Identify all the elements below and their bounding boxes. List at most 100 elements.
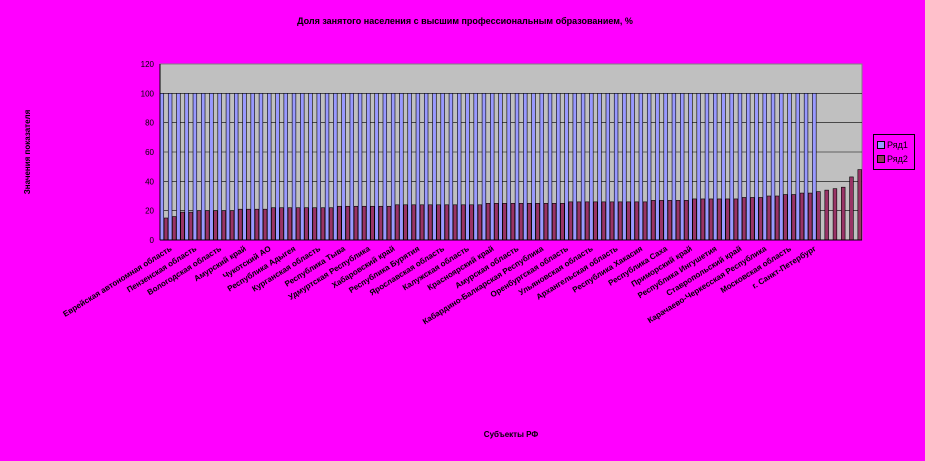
bar-series-2 bbox=[766, 195, 772, 241]
bar-series-1 bbox=[234, 93, 239, 241]
bar-series-2 bbox=[320, 207, 326, 241]
y-tick-label: 120 bbox=[141, 60, 155, 69]
bar-series-1 bbox=[473, 93, 478, 241]
bar-series-1 bbox=[671, 93, 677, 241]
bar-series-1 bbox=[432, 93, 437, 241]
bar-series-2 bbox=[832, 188, 838, 241]
bar-series-1 bbox=[399, 93, 404, 241]
bar-series-1 bbox=[680, 93, 685, 241]
bar-series-2 bbox=[180, 211, 185, 241]
bar-series-2 bbox=[428, 204, 433, 241]
bar-series-2 bbox=[172, 216, 177, 241]
bar-series-2 bbox=[188, 211, 193, 241]
bar-series-2 bbox=[213, 210, 218, 241]
bar-series-1 bbox=[770, 93, 776, 241]
bar-series-1 bbox=[316, 93, 321, 241]
y-tick-label: 20 bbox=[145, 207, 154, 216]
bar-series-2 bbox=[518, 203, 524, 241]
y-axis-label: Значения показателя bbox=[23, 109, 32, 194]
bar-series-2 bbox=[287, 207, 293, 241]
bar-series-1 bbox=[192, 93, 198, 241]
bar-series-2 bbox=[312, 207, 317, 241]
bar-series-2 bbox=[717, 198, 722, 241]
bar-series-1 bbox=[506, 93, 511, 241]
bar-series-1 bbox=[184, 93, 189, 241]
bar-series-1 bbox=[415, 93, 421, 241]
bar-series-2 bbox=[395, 204, 400, 241]
bar-series-2 bbox=[626, 201, 631, 241]
bar-series-2 bbox=[461, 204, 466, 241]
y-tick-label: 80 bbox=[145, 119, 154, 128]
bar-series-1 bbox=[613, 93, 619, 241]
bar-series-1 bbox=[481, 93, 487, 241]
bar-series-1 bbox=[547, 93, 553, 241]
bar-series-2 bbox=[370, 205, 375, 241]
bar-series-1 bbox=[597, 93, 602, 241]
bar-series-2 bbox=[783, 194, 788, 241]
bar-series-2 bbox=[601, 201, 606, 241]
bar-series-2 bbox=[345, 205, 350, 241]
bar-series-2 bbox=[774, 195, 780, 241]
legend-item-series-1: Ряд1 bbox=[877, 138, 911, 152]
bar-series-2 bbox=[700, 198, 705, 241]
bar-series-1 bbox=[754, 93, 759, 241]
bar-series-1 bbox=[737, 93, 743, 241]
legend-item-series-2: Ряд2 bbox=[877, 152, 911, 166]
bar-series-2 bbox=[733, 198, 739, 241]
bar-series-2 bbox=[444, 204, 449, 241]
bar-series-1 bbox=[746, 93, 751, 241]
bar-series-2 bbox=[246, 208, 251, 241]
bar-series-1 bbox=[655, 93, 660, 241]
bar-series-1 bbox=[267, 93, 272, 241]
bar-series-2 bbox=[254, 208, 260, 241]
legend-label-series-2: Ряд2 bbox=[887, 154, 908, 164]
bar-series-2 bbox=[229, 210, 235, 241]
bar-series-2 bbox=[452, 204, 458, 241]
y-tick-label: 60 bbox=[145, 148, 154, 157]
bar-series-1 bbox=[646, 93, 652, 241]
bar-series-2 bbox=[502, 203, 507, 241]
bar-series-2 bbox=[568, 201, 573, 241]
bar-series-1 bbox=[374, 93, 379, 241]
bar-series-2 bbox=[824, 189, 829, 241]
bar-series-2 bbox=[485, 203, 491, 241]
bar-series-2 bbox=[535, 203, 540, 241]
bar-series-2 bbox=[337, 205, 342, 241]
bar-series-2 bbox=[477, 204, 482, 241]
bar-series-2 bbox=[659, 200, 664, 241]
bar-series-1 bbox=[250, 93, 255, 241]
bar-series-1 bbox=[275, 93, 280, 241]
bar-series-2 bbox=[238, 208, 243, 241]
bar-series-1 bbox=[531, 93, 536, 241]
bar-series-1 bbox=[638, 93, 644, 241]
bar-series-1 bbox=[349, 93, 354, 241]
bar-series-2 bbox=[857, 169, 862, 241]
bar-series-1 bbox=[630, 93, 635, 241]
bar-series-2 bbox=[295, 207, 301, 241]
bar-series-1 bbox=[605, 93, 611, 241]
bar-series-2 bbox=[593, 201, 598, 241]
bar-series-2 bbox=[725, 198, 730, 241]
bar-series-2 bbox=[510, 203, 516, 241]
bar-series-2 bbox=[279, 207, 284, 241]
bar-series-1 bbox=[366, 93, 371, 241]
bar-series-1 bbox=[539, 93, 544, 241]
bar-series-1 bbox=[440, 93, 445, 241]
bar-series-1 bbox=[382, 93, 388, 241]
bar-series-2 bbox=[271, 207, 276, 241]
bar-series-1 bbox=[490, 93, 495, 241]
bar-series-1 bbox=[721, 93, 726, 241]
bar-series-2 bbox=[329, 207, 334, 241]
bar-series-1 bbox=[704, 93, 710, 241]
bar-series-1 bbox=[357, 93, 363, 241]
bar-series-1 bbox=[291, 93, 297, 241]
bar-series-1 bbox=[407, 93, 412, 241]
bar-series-2 bbox=[750, 197, 755, 241]
bar-series-1 bbox=[341, 93, 346, 241]
bar-series-2 bbox=[403, 204, 408, 241]
bar-series-2 bbox=[799, 192, 805, 241]
y-tick-label: 100 bbox=[141, 89, 155, 98]
bar-series-2 bbox=[642, 201, 648, 241]
bar-series-1 bbox=[622, 93, 627, 241]
bar-series-1 bbox=[225, 93, 231, 241]
